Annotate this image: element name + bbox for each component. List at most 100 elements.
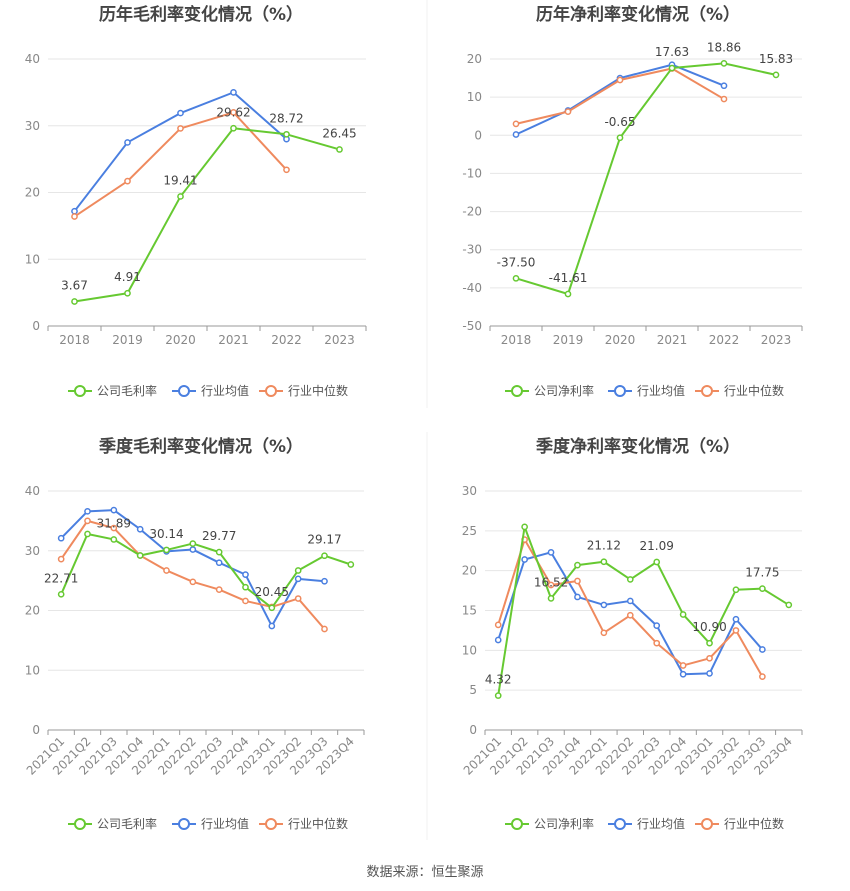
data-label: 28.72 xyxy=(269,111,303,125)
data-point-company xyxy=(732,586,740,594)
y-tick-label: 40 xyxy=(25,52,40,66)
data-point-company xyxy=(564,290,572,298)
data-point-company xyxy=(785,601,793,609)
x-tick-label: 2023 xyxy=(324,333,355,347)
y-tick-label: 25 xyxy=(462,524,477,538)
data-label: 21.09 xyxy=(640,539,674,553)
legend-industry-avg-marker xyxy=(614,385,626,397)
y-tick-label: 20 xyxy=(25,604,40,618)
data-point-industry-median xyxy=(124,177,131,185)
data-point-company xyxy=(574,561,581,569)
data-label: -0.65 xyxy=(604,115,635,129)
data-point-company xyxy=(294,567,302,574)
data-point-company xyxy=(706,639,713,647)
data-point-company xyxy=(494,692,502,699)
data-point-industry-median xyxy=(574,577,581,585)
series-line-company xyxy=(515,62,777,295)
data-point-industry-median xyxy=(189,578,197,586)
data-point-company xyxy=(124,289,131,297)
quarterly-net-margin-chart: 季度净利率变化情况（%）0510152025302021Q12021Q22021… xyxy=(461,436,803,831)
data-label: 4.32 xyxy=(485,673,512,687)
data-label: 30.14 xyxy=(149,527,183,541)
data-point-industry-median xyxy=(547,581,555,589)
data-label: 19.41 xyxy=(163,173,197,187)
legend-industry-avg-label: 行业均值 xyxy=(201,816,249,831)
y-tick-label: 10 xyxy=(25,252,40,266)
data-point-company xyxy=(521,523,528,531)
data-point-industry-median xyxy=(564,108,572,115)
data-label: 20.45 xyxy=(255,585,289,599)
legend-company-label: 公司净利率 xyxy=(534,383,594,398)
data-point-company xyxy=(110,536,118,543)
x-tick-label: 2021 xyxy=(657,333,688,347)
data-point-industry-avg xyxy=(732,615,740,623)
data-point-company xyxy=(136,552,144,559)
x-tick-label: 2020 xyxy=(165,333,196,347)
data-point-industry-avg xyxy=(626,597,634,605)
data-point-industry-avg xyxy=(720,82,728,90)
data-point-company xyxy=(616,134,624,142)
legend-industry-median-label: 行业中位数 xyxy=(288,383,348,398)
x-tick-label: 2019 xyxy=(112,333,143,347)
chart-title: 季度净利率变化情况（%） xyxy=(536,436,740,457)
data-point-industry-avg xyxy=(230,89,237,96)
chart-title: 季度毛利率变化情况（%） xyxy=(99,436,303,457)
data-point-company xyxy=(163,546,170,554)
data-point-industry-median xyxy=(720,95,728,103)
data-label: 17.63 xyxy=(655,45,689,59)
legend-company-label: 公司毛利率 xyxy=(97,816,157,831)
data-point-industry-avg xyxy=(189,546,197,553)
data-point-industry-avg xyxy=(177,109,184,117)
x-tick-label: 2018 xyxy=(59,333,90,347)
y-tick-label: 10 xyxy=(25,663,40,677)
y-tick-label: 5 xyxy=(469,683,477,697)
data-label: 21.12 xyxy=(587,539,621,553)
y-tick-label: 30 xyxy=(462,484,477,498)
y-tick-label: -30 xyxy=(462,243,482,257)
data-point-industry-median xyxy=(110,524,118,532)
series-line-company xyxy=(497,525,790,696)
data-point-industry-median xyxy=(512,120,520,128)
data-point-industry-avg xyxy=(547,548,555,556)
y-tick-label: 20 xyxy=(462,564,477,578)
legend-industry-avg-label: 行业均值 xyxy=(637,383,685,398)
data-point-company xyxy=(71,298,78,305)
data-point-industry-avg xyxy=(136,525,144,533)
quarterly-gross-margin-chart: 季度毛利率变化情况（%）0102030402021Q12021Q22021Q32… xyxy=(24,436,365,831)
data-label: 22.71 xyxy=(44,571,78,585)
legend-company-marker xyxy=(74,818,86,830)
data-point-company xyxy=(759,585,766,592)
legend-industry-avg-marker xyxy=(178,385,190,397)
data-label: 3.67 xyxy=(61,279,88,293)
data-point-company xyxy=(177,193,184,200)
y-tick-label: 0 xyxy=(32,723,40,737)
legend-industry-median-label: 行业中位数 xyxy=(288,816,348,831)
data-point-industry-median xyxy=(84,517,91,525)
legend-company-label: 公司毛利率 xyxy=(97,383,157,398)
data-point-industry-median xyxy=(321,625,328,633)
data-label: 29.77 xyxy=(202,529,236,543)
data-point-company xyxy=(215,548,223,556)
data-point-industry-avg xyxy=(759,646,766,653)
x-tick-label: 2022 xyxy=(709,333,740,347)
data-point-company xyxy=(321,552,328,560)
annual-net-margin-chart: 历年净利率变化情况（%） -50 -40 -30 -20 -10 0 10 20 2018 2019… xyxy=(462,4,803,398)
x-tick-label: 2021 xyxy=(218,333,249,347)
legend-industry-median-marker xyxy=(701,818,713,830)
data-label: 18.86 xyxy=(707,40,741,54)
data-point-industry-median xyxy=(283,166,290,174)
data-label: 26.45 xyxy=(322,126,356,140)
data-point-industry-median xyxy=(759,673,766,680)
data-point-industry-median xyxy=(230,109,237,116)
legend-company-marker xyxy=(511,818,523,830)
chart-title: 历年净利率变化情况（%） xyxy=(536,4,740,25)
y-tick-label: 0 xyxy=(32,319,40,333)
data-point-industry-avg xyxy=(574,593,581,601)
y-tick-label: 0 xyxy=(469,723,477,737)
data-point-industry-avg xyxy=(84,507,91,515)
chart-title: 历年毛利率变化情况（%） xyxy=(99,4,303,25)
x-tick-label: 2023 xyxy=(761,333,792,347)
data-label: 10.90 xyxy=(692,620,726,634)
data-point-industry-avg xyxy=(215,559,223,567)
